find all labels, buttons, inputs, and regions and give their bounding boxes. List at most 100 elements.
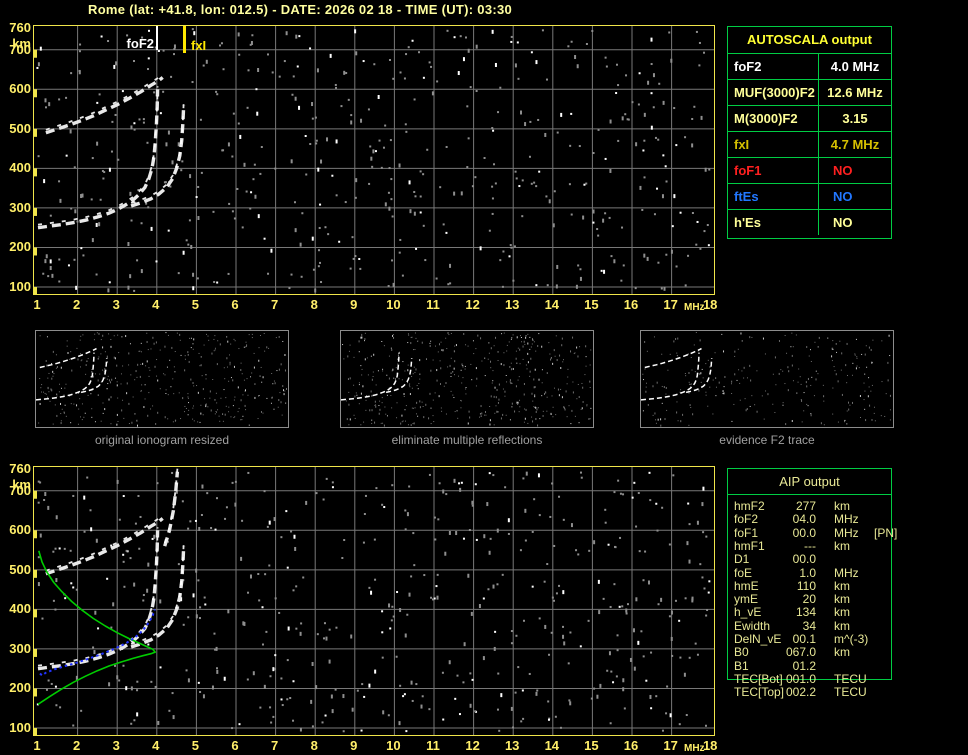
height-tick-label: 600	[9, 81, 31, 97]
thumbnail-eliminate-canvas	[341, 332, 592, 427]
top-ionogram-plot: foF2 fxI	[33, 25, 715, 295]
autoscala-row-hes: h'Es NO	[728, 210, 891, 235]
aip-note	[874, 606, 889, 619]
aip-param: hmE	[734, 578, 759, 593]
aip-note	[874, 553, 889, 566]
frequency-tick-label: 1	[33, 738, 41, 753]
autoscala-param-label: foF2	[728, 54, 819, 79]
fxI-marker-line	[183, 26, 186, 53]
aip-note	[874, 513, 889, 526]
aip-row-hmf2: hmF2 277 km	[734, 500, 889, 513]
autoscala-row-muf3000f2: MUF(3000)F2 12.6 MHz	[728, 80, 891, 106]
autoscala-param-label: MUF(3000)F2	[728, 80, 819, 105]
aip-value: 134	[795, 605, 816, 620]
aip-unit	[816, 553, 874, 566]
top-ionogram-canvas	[34, 26, 714, 294]
aip-param: TEC[Bot]	[734, 671, 783, 686]
aip-param: DelN_vE	[734, 632, 782, 646]
aip-value: 04.0	[792, 512, 816, 527]
autoscala-param-label: h'Es	[728, 210, 819, 235]
height-tick-label: 500	[9, 120, 31, 136]
aip-row-tecbot: TEC[Bot] 001.0 TECU	[734, 671, 889, 686]
frequency-tick-label: 7	[270, 297, 279, 312]
height-tick-label: 760	[9, 461, 31, 476]
height-tick-label: 700	[9, 482, 31, 498]
autoscala-output-table: AUTOSCALA output foF2 4.0 MHz MUF(3000)F2 1…	[727, 26, 892, 239]
frequency-tick-label: 9	[350, 297, 358, 312]
aip-note	[874, 660, 889, 673]
aip-row-ewidth: Ewidth 34 km	[734, 618, 889, 633]
frequency-axis-unit: MHz	[684, 743, 705, 754]
frequency-tick-label: 18	[702, 297, 718, 312]
aip-unit: km	[834, 605, 850, 620]
aip-value: 01.2	[792, 658, 816, 673]
aip-unit	[816, 660, 874, 673]
bottom-ionogram-canvas	[34, 467, 714, 735]
aip-param: foE	[734, 565, 753, 580]
aip-param: foF1	[734, 525, 759, 540]
aip-row-tectop: TEC[Top] 002.2 TECU	[734, 686, 889, 699]
height-tick-label: 100	[9, 720, 31, 736]
aip-unit: TECU	[834, 685, 867, 700]
aip-value: 00.1	[792, 632, 816, 646]
frequency-tick-label: 16	[623, 297, 639, 312]
aip-param: B1	[734, 658, 749, 673]
aip-value: 00.0	[792, 525, 816, 540]
aip-value: 34	[802, 618, 816, 633]
aip-note	[874, 540, 889, 553]
aip-unit: km	[834, 499, 850, 513]
aip-output-table: AIP output hmF2 277 km foF2 04.0 MHz foF1 00.0 M…	[727, 468, 897, 699]
frequency-tick-label: 4	[152, 738, 160, 753]
height-tick-label: 400	[9, 160, 31, 176]
frequency-tick-label: 4	[152, 297, 160, 312]
frequency-axis-unit: MHz	[684, 302, 705, 313]
aip-row-delnve: DelN_vE 00.1 m^(-3)	[734, 633, 889, 646]
aip-note	[874, 646, 889, 659]
frequency-tick-label: 6	[231, 738, 239, 753]
thumbnail-caption-eliminate: eliminate multiple reflections	[391, 433, 543, 447]
frequency-tick-label: 18	[702, 738, 718, 753]
frequency-tick-label: 17	[663, 738, 678, 753]
aip-note	[874, 580, 889, 593]
aip-unit: km	[834, 592, 850, 607]
aip-row-fof2: foF2 04.0 MHz	[734, 513, 889, 526]
height-tick-label: 500	[9, 561, 31, 577]
frequency-tick-label: 14	[544, 297, 560, 312]
aip-param: hmF1	[734, 538, 765, 553]
frequency-tick-label: 5	[191, 738, 200, 753]
autoscala-param-value: 4.7 MHz	[830, 137, 880, 152]
frequency-tick-label: 8	[310, 297, 318, 312]
aip-unit: MHz	[834, 512, 859, 527]
foF2-marker-label: foF2	[126, 36, 154, 51]
frequency-tick-label: 8	[310, 738, 318, 753]
aip-param: B0	[734, 645, 749, 660]
height-tick-label: km	[12, 477, 31, 492]
thumbnail-eliminate-reflections	[340, 330, 594, 428]
frequency-tick-label: 2	[72, 738, 81, 753]
autoscala-param-label: fxI	[728, 132, 819, 157]
aip-value: 110	[796, 578, 816, 593]
height-tick-label: 100	[9, 279, 31, 295]
frequency-tick-label: 12	[465, 297, 480, 312]
frequency-tick-label: 12	[465, 738, 480, 753]
aip-unit: m^(-3)	[834, 632, 869, 646]
height-tick-label: 700	[9, 41, 31, 57]
autoscala-param-value: 12.6 MHz	[827, 85, 883, 100]
frequency-tick-label: 16	[623, 738, 639, 753]
frequency-tick-label: 13	[504, 738, 520, 753]
thumbnail-caption-evidence: evidence F2 trace	[719, 433, 815, 447]
aip-param: TEC[Top]	[734, 685, 785, 700]
aip-unit: TECU	[834, 671, 867, 686]
autoscala-param-label: ftEs	[728, 184, 819, 209]
height-tick-label: 600	[9, 522, 31, 538]
aip-value: ---	[804, 538, 816, 553]
height-tick-label: 200	[9, 680, 31, 696]
autoscala-param-label: M(3000)F2	[728, 106, 819, 131]
thumbnail-original-ionogram	[35, 330, 289, 428]
aip-param: Ewidth	[734, 618, 771, 633]
thumbnail-original-canvas	[36, 332, 287, 427]
aip-unit: km	[834, 578, 850, 593]
height-tick-label: 400	[9, 601, 31, 617]
frequency-tick-label: 3	[112, 738, 120, 753]
